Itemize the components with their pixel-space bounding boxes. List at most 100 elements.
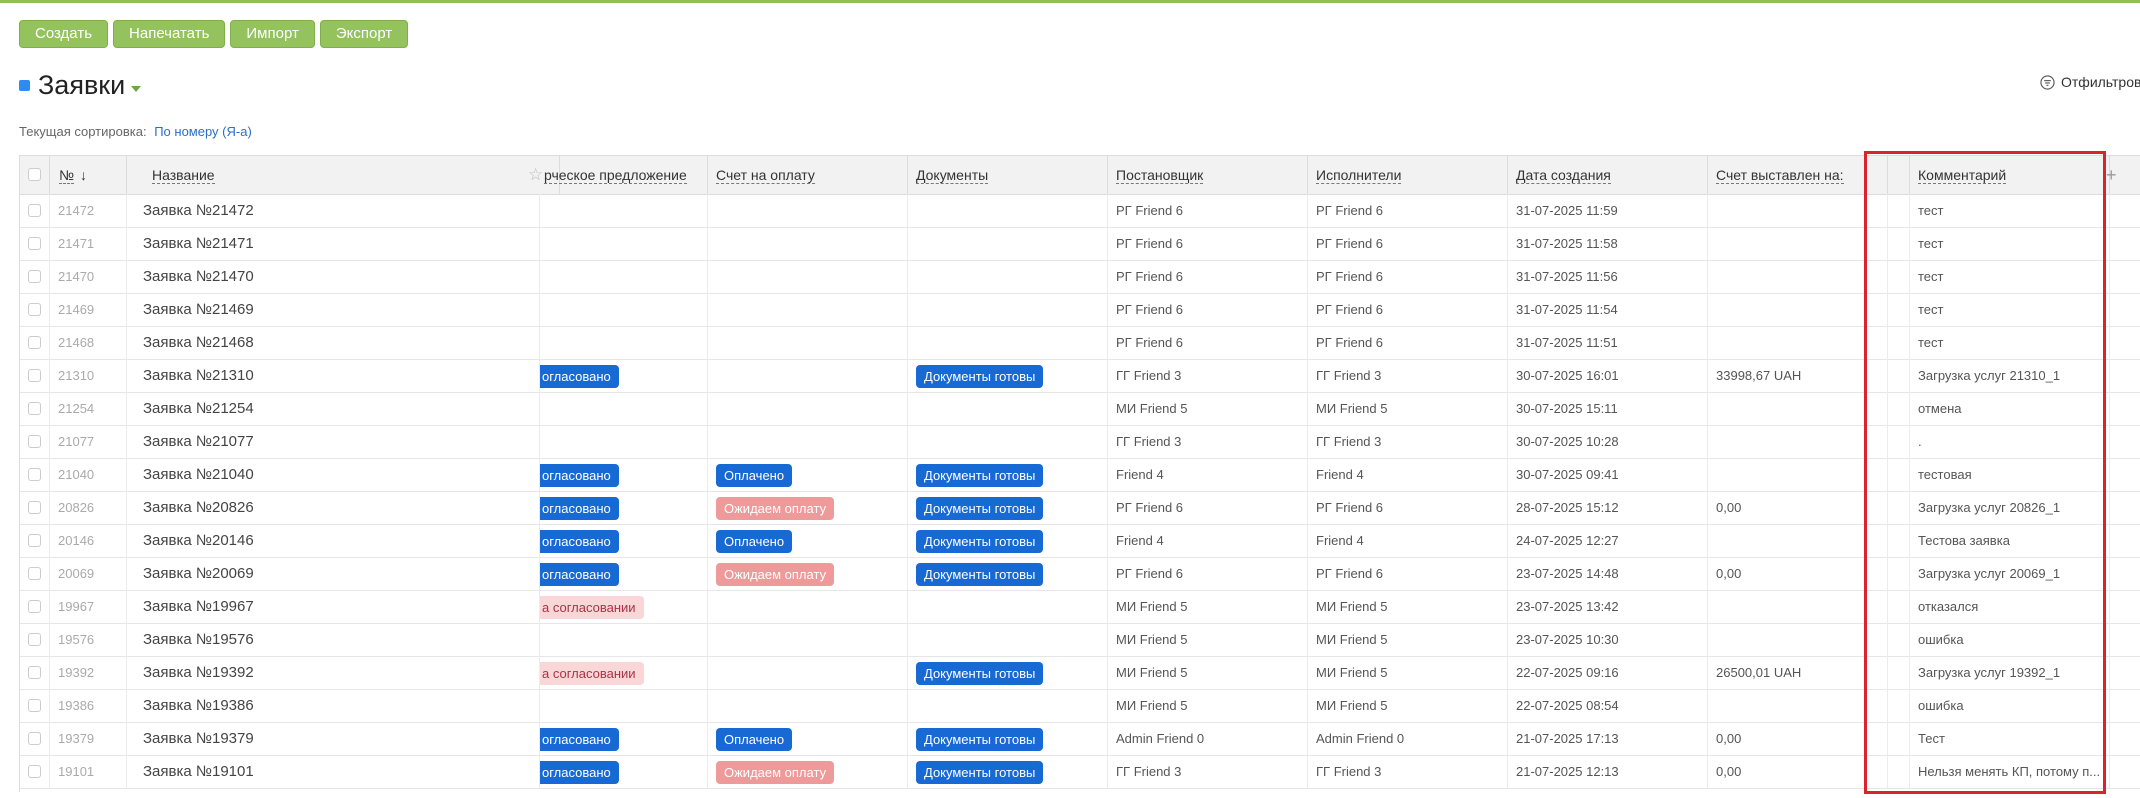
row-checkbox[interactable] [28,237,41,250]
offer-status-badge[interactable]: огласовано [540,761,619,785]
table-row[interactable]: 20146 Заявка №20146 огласовано Оплачено Доку… [20,524,2140,558]
docs-status-badge[interactable]: Документы готовы [916,662,1044,686]
cell-name[interactable]: Заявка №19101 [127,755,540,788]
cell-name[interactable]: Заявка №19576 [127,623,540,656]
offer-status-badge[interactable]: огласовано [540,365,619,389]
row-checkbox[interactable] [28,765,41,778]
create-button[interactable]: Создать [19,20,109,48]
cell-name[interactable]: Заявка №21040 [127,458,540,491]
row-checkbox[interactable] [28,435,41,448]
chevron-down-icon[interactable] [131,85,142,92]
column-header-docs[interactable]: Документы [908,156,1108,194]
column-header-billed[interactable]: Счет выставлен на: [1708,156,1888,194]
row-checkbox[interactable] [28,336,41,349]
column-header-author[interactable]: Постановщик [1108,156,1308,194]
cell-name[interactable]: Заявка №20069 [127,557,540,590]
cell-name[interactable]: Заявка №19386 [127,689,540,722]
select-all-checkbox[interactable] [28,168,41,181]
invoice-status-badge[interactable]: Оплачено [716,464,793,488]
docs-status-badge[interactable]: Документы готовы [916,728,1044,752]
invoice-status-badge[interactable]: Оплачено [716,728,793,752]
column-header-num[interactable]: № ↓ [50,156,127,194]
sort-value-link[interactable]: По номеру (Я-а) [154,124,252,139]
table-row[interactable]: 21469 Заявка №21469 РГ Friend 6 РГ Friend 6… [20,293,2140,327]
column-header-offer[interactable]: рческое предложение [540,156,708,194]
row-checkbox[interactable] [28,303,41,316]
cell-author: ГГ Friend 3 [1108,425,1308,458]
cell-name[interactable]: Заявка №21469 [127,293,540,326]
table-row[interactable]: 19379 Заявка №19379 огласовано Оплачено Доку… [20,722,2140,756]
table-row[interactable]: 19101 Заявка №19101 огласовано Ожидаем опла… [20,755,2140,789]
print-button[interactable]: Напечатать [113,20,226,48]
cell-name[interactable]: Заявка №21468 [127,326,540,359]
row-checkbox[interactable] [28,534,41,547]
cell-name[interactable]: Заявка №19379 [127,722,540,755]
table-row[interactable]: 19967 Заявка №19967 а согласовании МИ Frien… [20,590,2140,624]
cell-name[interactable]: Заявка №21077 [127,425,540,458]
row-checkbox[interactable] [28,600,41,613]
invoice-status-badge[interactable]: Ожидаем оплату [716,563,835,587]
row-checkbox[interactable] [28,501,41,514]
table-row[interactable]: 21254 Заявка №21254 МИ Friend 5 МИ Friend 5… [20,392,2140,426]
column-header-name[interactable]: Название ☆ [127,156,560,194]
export-button[interactable]: Экспорт [319,20,409,48]
cell-name[interactable]: Заявка №20146 [127,524,540,557]
invoice-status-badge[interactable]: Оплачено [716,530,793,554]
filter-label: Отфильтров [2061,74,2140,90]
table-row[interactable]: 21470 Заявка №21470 РГ Friend 6 РГ Friend 6… [20,260,2140,294]
cell-name[interactable]: Заявка №21254 [127,392,540,425]
cell-name[interactable]: Заявка №19967 [127,590,540,623]
filter-button[interactable]: Отфильтров [2040,74,2140,90]
column-header-invoice[interactable]: Счет на оплату [708,156,908,194]
docs-status-badge[interactable]: Документы готовы [916,464,1044,488]
offer-status-badge[interactable]: огласовано [540,563,619,587]
row-checkbox[interactable] [28,732,41,745]
cell-name[interactable]: Заявка №19392 [127,656,540,689]
offer-status-badge[interactable]: а согласовании [540,662,644,686]
row-checkbox[interactable] [28,204,41,217]
cell-name[interactable]: Заявка №21472 [127,194,540,227]
invoice-status-badge[interactable]: Ожидаем оплату [716,497,835,521]
row-checkbox[interactable] [28,666,41,679]
docs-status-badge[interactable]: Документы готовы [916,563,1044,587]
star-icon[interactable]: ☆ [528,165,544,184]
cell-comment: Нельзя менять КП, потому п... [1910,755,2110,788]
docs-status-badge[interactable]: Документы готовы [916,365,1044,389]
column-header-created[interactable]: Дата создания [1508,156,1708,194]
table-row[interactable]: 19576 Заявка №19576 МИ Friend 5 МИ Friend 5… [20,623,2140,657]
row-checkbox[interactable] [28,699,41,712]
docs-status-badge[interactable]: Документы готовы [916,497,1044,521]
table-row[interactable]: 21310 Заявка №21310 огласовано Документы го… [20,359,2140,393]
column-header-comment[interactable]: Комментарий [1910,156,2110,194]
docs-status-badge[interactable]: Документы готовы [916,761,1044,785]
table-row[interactable]: 21471 Заявка №21471 РГ Friend 6 РГ Friend 6… [20,227,2140,261]
offer-status-badge[interactable]: огласовано [540,728,619,752]
table-row[interactable]: 21077 Заявка №21077 ГГ Friend 3 ГГ Friend 3… [20,425,2140,459]
table-row[interactable]: 21040 Заявка №21040 огласовано Оплачено Доку… [20,458,2140,492]
invoice-status-badge[interactable]: Ожидаем оплату [716,761,835,785]
row-checkbox[interactable] [28,270,41,283]
docs-status-badge[interactable]: Документы готовы [916,530,1044,554]
row-checkbox[interactable] [28,402,41,415]
table-row[interactable]: 19386 Заявка №19386 МИ Friend 5 МИ Friend 5… [20,689,2140,723]
offer-status-badge[interactable]: а согласовании [540,596,644,620]
cell-name[interactable]: Заявка №21470 [127,260,540,293]
row-checkbox[interactable] [28,633,41,646]
cell-name[interactable]: Заявка №21310 [127,359,540,392]
table-row[interactable]: 20069 Заявка №20069 огласовано Ожидаем опла… [20,557,2140,591]
cell-name[interactable]: Заявка №21471 [127,227,540,260]
offer-status-badge[interactable]: огласовано [540,530,619,554]
table-row[interactable]: 21468 Заявка №21468 РГ Friend 6 РГ Friend 6… [20,326,2140,360]
row-checkbox[interactable] [28,567,41,580]
table-row[interactable]: 19392 Заявка №19392 а согласовании Документ… [20,656,2140,690]
row-checkbox[interactable] [28,468,41,481]
offer-status-badge[interactable]: огласовано [540,497,619,521]
table-row[interactable]: 20826 Заявка №20826 огласовано Ожидаем опла… [20,491,2140,525]
cell-name[interactable]: Заявка №20826 [127,491,540,524]
row-checkbox[interactable] [28,369,41,382]
column-header-executors[interactable]: Исполнители [1308,156,1508,194]
table-row[interactable]: 21472 Заявка №21472 РГ Friend 6 РГ Friend 6… [20,194,2140,228]
offer-status-badge[interactable]: огласовано [540,464,619,488]
add-column-icon[interactable]: + [2106,165,2117,185]
import-button[interactable]: Импорт [230,20,315,48]
